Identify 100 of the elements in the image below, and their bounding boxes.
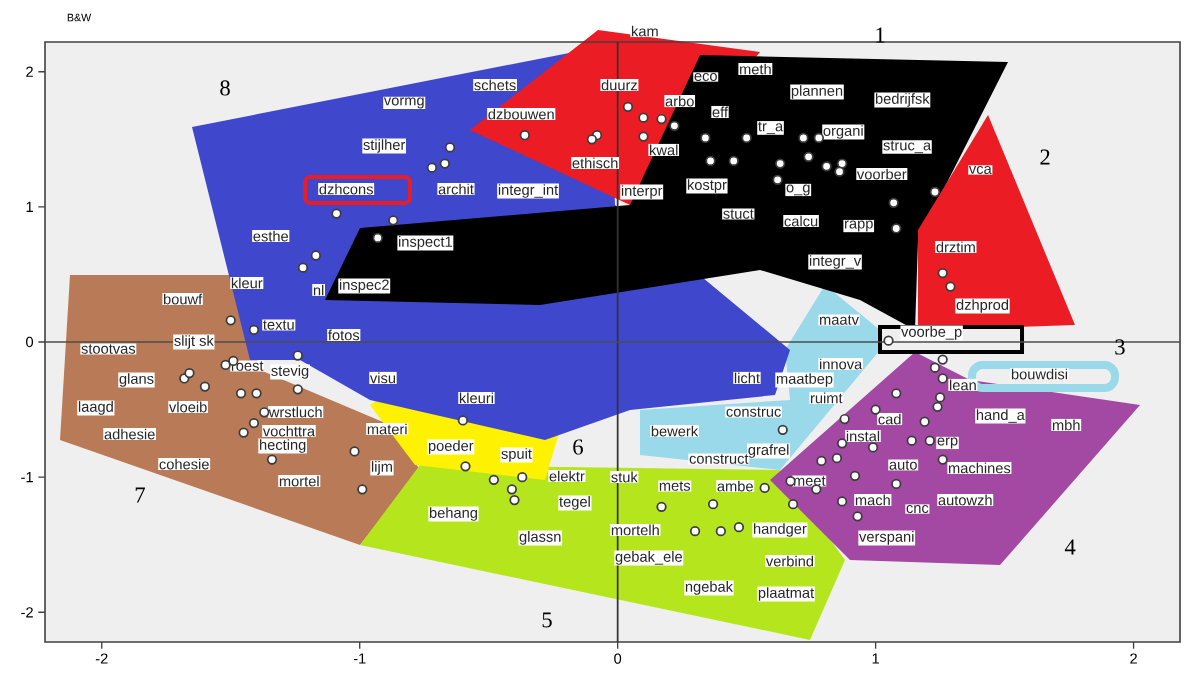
annotation: tr_a — [758, 121, 784, 135]
annotation: stijlher — [363, 139, 406, 153]
annotation: vochttra — [262, 425, 316, 437]
annotation: 3 — [1115, 339, 1125, 355]
x-tick-label: 1 — [872, 653, 879, 664]
annotation: 8 — [220, 80, 230, 96]
y-tick-label: -1 — [21, 472, 33, 483]
annotation: instal — [846, 430, 880, 442]
annotation: eff — [712, 106, 729, 118]
annotation: licht — [734, 372, 760, 384]
annotation: ambe — [717, 480, 753, 492]
annotation: dzbouwen — [488, 108, 554, 120]
annotation: elektr — [549, 470, 585, 482]
annotation: stevig — [271, 365, 309, 379]
annotation: dzhprod — [956, 299, 1009, 313]
annotation: eco — [694, 72, 717, 82]
annotation: integr_v — [809, 255, 862, 269]
annotation: stuk — [611, 471, 638, 483]
annotation: machines — [948, 462, 1011, 474]
annotation: cohesie — [159, 458, 209, 470]
annotation: mbh — [1052, 419, 1080, 431]
annotation: adhesie — [104, 428, 155, 440]
annotation: meth — [740, 63, 771, 75]
annotation: mach — [855, 494, 890, 506]
annotation: organi — [823, 125, 863, 139]
annotation: stootvas — [81, 344, 136, 354]
chart-title: B&W — [67, 13, 92, 22]
annotation: spuit — [501, 448, 532, 462]
annotation: kleur — [231, 277, 263, 289]
annotation: verspani — [859, 531, 914, 545]
annotation: schets — [474, 79, 516, 91]
annotation: auto — [889, 460, 917, 470]
annotation: glans — [119, 373, 154, 387]
y-tick-label: 0 — [26, 336, 34, 348]
annotation: struc_a — [883, 140, 932, 154]
annotation: materi — [367, 423, 407, 435]
annotation: construct — [689, 454, 749, 464]
annotation: grafrel — [748, 444, 789, 458]
annotation: slijt sk — [174, 335, 214, 349]
x-tick-label: 0 — [614, 653, 622, 664]
annotation: stuct — [723, 209, 754, 219]
annotation: bouwf — [163, 293, 203, 305]
annotation: maatv — [820, 315, 859, 325]
annotation: cad — [878, 413, 901, 425]
annotation: nl — [313, 284, 324, 296]
annotation: plaatmat — [758, 587, 815, 601]
annotation: vca — [968, 165, 992, 174]
annotation: voorbe_p — [901, 326, 962, 340]
annotation: bewerk — [651, 425, 699, 437]
annotation: hecting — [260, 439, 306, 453]
annotation: visu — [369, 372, 396, 384]
annotation: inspect1 — [399, 236, 452, 250]
annotation: dzhcons — [319, 183, 373, 195]
annotation: mets — [659, 481, 691, 491]
annotation: 7 — [135, 487, 145, 503]
annotation: poeder — [428, 440, 474, 454]
annotation: rapp — [845, 220, 873, 232]
y-tick-label: 2 — [26, 66, 33, 77]
annotation: o_g — [786, 184, 810, 196]
annotation: bouwdisi — [1011, 368, 1068, 380]
annotation: construc — [726, 407, 781, 417]
annotation: ethisch — [572, 157, 618, 169]
annotation: archit — [438, 183, 474, 195]
y-tick-label: -2 — [21, 607, 33, 618]
y-tick-label: 1 — [26, 201, 33, 212]
annotation: 6 — [573, 439, 583, 455]
annotation: integr_int — [498, 184, 559, 198]
annotation: textu — [263, 320, 294, 330]
annotation: behang — [429, 507, 477, 521]
annotation: voorber — [856, 168, 907, 180]
annotation: hand_a — [976, 409, 1025, 423]
annotation: innova — [820, 358, 863, 370]
annotation: vormg — [383, 97, 424, 109]
annotation: plannen — [791, 85, 843, 99]
annotation: esthe — [253, 230, 289, 242]
text: kam — [631, 25, 658, 37]
annotation: lijm — [371, 461, 392, 475]
annotation: 4 — [1064, 539, 1076, 555]
annotation: calcu — [784, 215, 818, 227]
annotation: erp — [937, 437, 958, 449]
annotation: mortelh — [611, 524, 659, 536]
annotation: drztim — [936, 241, 975, 253]
annotation: maatbep — [776, 373, 833, 387]
annotation: wrstluch — [268, 406, 322, 418]
annotation: arbo — [665, 95, 694, 107]
annotation: handger — [754, 523, 807, 537]
annotation: kleuri — [459, 392, 493, 404]
annotation: inspec2 — [339, 279, 389, 293]
annotation: vloeib — [169, 401, 207, 413]
annotation: autowzh — [938, 494, 992, 506]
x-tick-label: -1 — [353, 653, 366, 664]
annotation: glassn — [519, 531, 561, 545]
annotation: ruimt — [810, 392, 843, 404]
annotation: cnc — [906, 505, 929, 514]
annotation: 1 — [876, 27, 885, 43]
x-tick-label: 2 — [1130, 653, 1137, 664]
annotation: lean — [950, 379, 976, 391]
annotation: duurz — [601, 79, 638, 91]
annotation: tegel — [559, 496, 590, 510]
annotation: gebak_ele — [615, 551, 683, 565]
